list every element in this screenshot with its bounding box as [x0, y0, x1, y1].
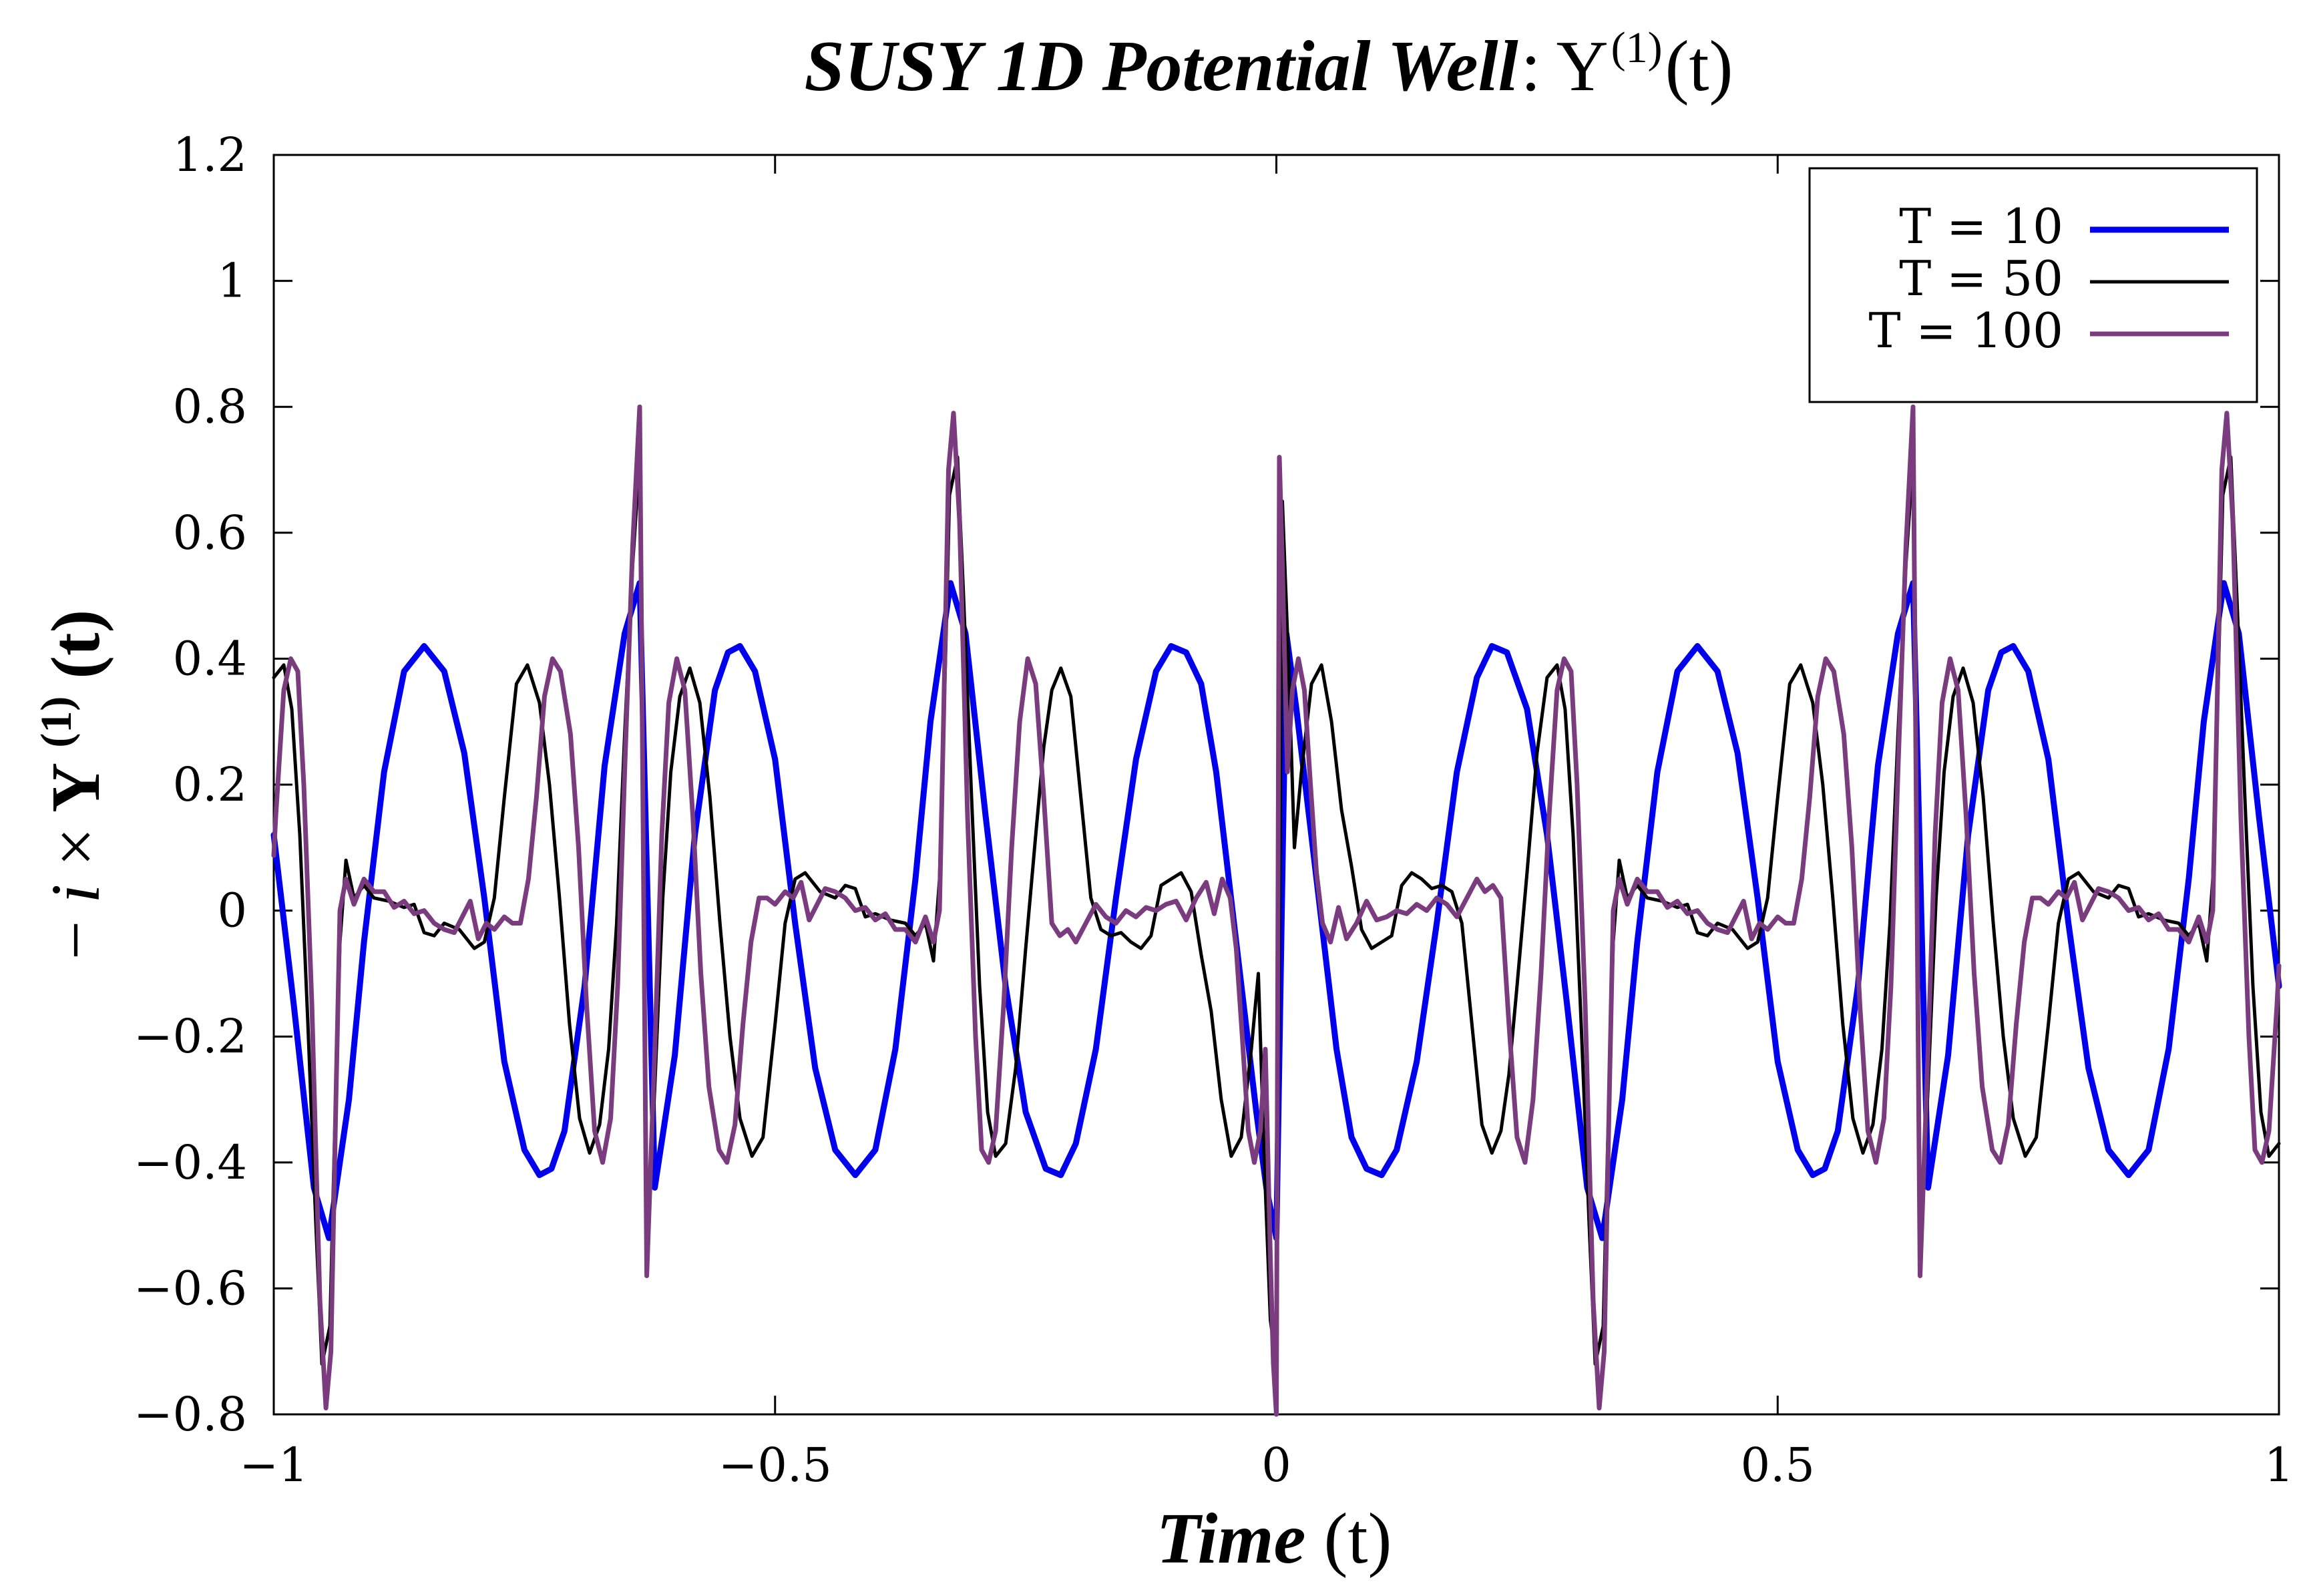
x-tick-labels: −1 −0.5 0 0.5 1: [239, 1438, 2294, 1492]
y-axis-title-i: i: [37, 884, 114, 904]
y-tick-label: 0.4: [173, 631, 247, 686]
legend-box: [1808, 167, 2258, 403]
x-axis-title: Time (t): [1157, 1499, 1392, 1579]
legend-label-t10: T = 10: [1899, 198, 2063, 254]
legend-label-t100: T = 100: [1868, 303, 2063, 359]
y-axis-title-prefix: −: [37, 921, 114, 960]
axis-ticks: [272, 154, 2280, 1416]
y-axis-title-times: ×: [37, 827, 114, 867]
legend-label-t50: T = 50: [1899, 250, 2063, 307]
x-tick-label: −0.5: [718, 1438, 832, 1492]
legend: T = 10 T = 50 T = 100: [1808, 167, 2258, 403]
chart-title-separator: :: [1521, 27, 1556, 106]
y-tick-label: 1: [217, 254, 247, 309]
y-tick-label: −0.6: [134, 1261, 247, 1316]
y-tick-label: −0.8: [134, 1387, 247, 1442]
x-tick-label: −1: [239, 1438, 308, 1492]
series-layer: [270, 404, 2282, 1417]
y-tick-labels: −0.8 −0.6 −0.4 −0.2 0 0.2 0.4 0.6 0.8 1 1.2: [134, 128, 247, 1442]
y-tick-label: 0.6: [173, 506, 247, 560]
chart-title-argument: (t): [1665, 27, 1733, 106]
chart-title-symbol: Y: [1556, 27, 1609, 106]
y-tick-label: −0.2: [134, 1009, 247, 1064]
x-axis-title-rest: (t): [1323, 1499, 1392, 1579]
x-axis-title-main: Time: [1157, 1499, 1306, 1579]
y-tick-label: 0.2: [173, 757, 247, 812]
chart-title-main: SUSY 1D Potential Well: [805, 27, 1518, 106]
y-axis-title-symbol: Y: [37, 763, 114, 813]
chart-title-superscript: (1): [1611, 23, 1663, 72]
x-tick-label: 0.5: [1741, 1438, 1815, 1492]
y-tick-label: 1.2: [173, 128, 247, 182]
x-tick-label: 1: [2264, 1438, 2294, 1492]
y-tick-label: 0.8: [173, 379, 247, 434]
y-axis-title-superscript: (1): [32, 696, 81, 748]
series-t100-line: [271, 404, 2282, 1417]
y-tick-label: −0.4: [134, 1135, 247, 1190]
y-axis-title: − i × Y (1) (t): [9, 610, 114, 960]
y-axis-title-argument: (t): [37, 610, 114, 679]
chart-title: SUSY 1D Potential Well : Y (1) (t): [805, 23, 1733, 106]
y-tick-label: 0: [217, 883, 247, 938]
x-tick-label: 0: [1261, 1438, 1291, 1492]
